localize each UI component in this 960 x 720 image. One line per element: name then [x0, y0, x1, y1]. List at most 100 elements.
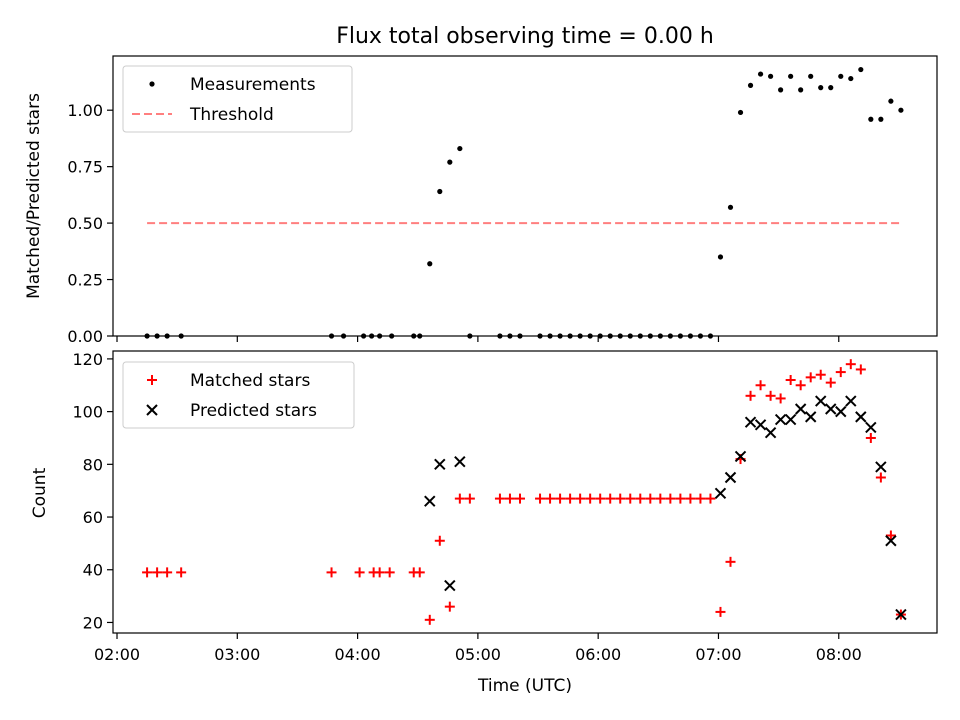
count-legend: Matched stars Predicted stars [122, 361, 355, 429]
predicted-star-point [424, 495, 436, 507]
predicted-star-point [724, 471, 737, 484]
count-axes-frame [112, 350, 938, 634]
matched-star-point [494, 493, 505, 504]
ratio-y-tick-label: 1.00 [67, 101, 103, 120]
count-legend-box [122, 361, 355, 429]
predicted-star-point [835, 405, 847, 418]
measurement-point [858, 66, 864, 73]
ratio-panel: 0.00 0.25 0.50 0.75 1.00 Matched/Predicted s… [24, 55, 938, 346]
predicted-star-point-b [895, 608, 907, 621]
ratio-axes-frame [112, 55, 938, 337]
measurement-point [457, 145, 463, 152]
ratio-plot-area [144, 66, 904, 339]
x-tick-label: 03:00 [214, 645, 260, 664]
predicted-star-point [895, 608, 907, 621]
matched-star-point [152, 567, 163, 578]
predicted-star-point-b [794, 403, 807, 415]
predicted-star-point [444, 579, 456, 592]
predicted-star-point-b [835, 405, 847, 418]
matched-star-point [434, 535, 445, 546]
count-y-tick-label: 80 [83, 455, 103, 474]
count-x-ticks: 02:00 03:00 04:00 05:00 06:00 07:00 08:00 [94, 633, 862, 664]
matched-star-point [605, 493, 616, 504]
measurement-point [717, 254, 724, 260]
predicted-star-point [754, 419, 767, 431]
matched-star-point [585, 493, 596, 504]
matched-star-point [444, 601, 455, 612]
matched-star-point [176, 567, 187, 578]
predicted-star-point [855, 411, 867, 423]
ratio-x-ticks [116, 336, 840, 342]
count-legend-swatch-b [146, 404, 158, 416]
matched-star-point [545, 493, 556, 504]
predicted-star-point-b [424, 495, 436, 507]
x-tick-label: 07:00 [695, 645, 741, 664]
predicted-star-point [875, 461, 887, 473]
matched-star-point [424, 614, 435, 625]
matched-star-point [555, 493, 566, 504]
measurement-point [727, 204, 734, 210]
matched-star-point [685, 493, 696, 504]
matched-star-point [635, 493, 646, 504]
count-y-tick-label: 40 [83, 561, 103, 580]
measurement-point [737, 109, 744, 116]
measurement-point [788, 73, 794, 79]
matched-star-point [625, 493, 636, 504]
x-axis-label: Time (UTC) [477, 676, 572, 696]
measurement-point [808, 73, 814, 79]
predicted-star-point-b [885, 535, 897, 547]
matched-star-point [835, 367, 846, 378]
matched-star-point [414, 567, 425, 578]
predicted-star-point-b [724, 471, 737, 484]
predicted-star-point [845, 395, 857, 407]
matched-star-point [695, 493, 706, 504]
matched-star-point [815, 369, 826, 380]
ratio-legend-swatch [149, 81, 155, 87]
matched-star-point [805, 372, 816, 383]
matched-star-point [785, 374, 796, 385]
x-tick-label: 02:00 [94, 645, 140, 664]
count-legend-swatch [146, 404, 158, 416]
ratio-legend-label: Measurements [190, 75, 316, 95]
predicted-star-point [714, 487, 727, 500]
ratio-y-axis-label: Matched/Predicted stars [24, 93, 44, 299]
matched-star-point [384, 567, 395, 578]
count-legend-label: Predicted stars [190, 401, 317, 421]
predicted-star-point-b [855, 411, 867, 423]
ratio-y-tick-label: 0.75 [67, 158, 103, 177]
predicted-star-point [825, 403, 837, 415]
matched-star-point [865, 432, 876, 443]
matched-star-point [575, 493, 586, 504]
x-tick-label: 05:00 [455, 645, 501, 664]
matched-star-point [705, 493, 716, 504]
predicted-star-point [774, 413, 787, 426]
predicted-star-point-b [714, 487, 727, 500]
measurement-point [838, 73, 844, 79]
matched-star-point [454, 493, 465, 504]
matched-star-point [504, 493, 515, 504]
ratio-legend: Measurements Threshold [122, 65, 353, 133]
ratio-y-tick-label: 0.25 [67, 271, 103, 290]
matched-star-point [775, 393, 786, 404]
predicted-star-point-b [804, 411, 817, 423]
measurement-point [868, 116, 874, 122]
predicted-star-point [885, 535, 897, 547]
predicted-star-point [794, 403, 807, 415]
predicted-star-point [815, 395, 827, 407]
measurement-point [798, 87, 804, 93]
predicted-star-point-b [845, 395, 857, 407]
matched-star-point [514, 493, 525, 504]
measurement-point [437, 188, 443, 195]
matched-star-point [655, 493, 666, 504]
ratio-legend-label: Threshold [189, 105, 274, 125]
predicted-star-point-b [764, 426, 777, 439]
matched-star-point [162, 567, 173, 578]
measurement-point [848, 75, 854, 82]
count-legend-swatch [147, 375, 157, 385]
matched-star-point [755, 380, 766, 391]
count-y-tick-label: 120 [72, 350, 103, 369]
predicted-star-point [865, 421, 877, 434]
x-tick-label: 08:00 [816, 645, 862, 664]
count-y-tick-label: 100 [72, 403, 103, 422]
